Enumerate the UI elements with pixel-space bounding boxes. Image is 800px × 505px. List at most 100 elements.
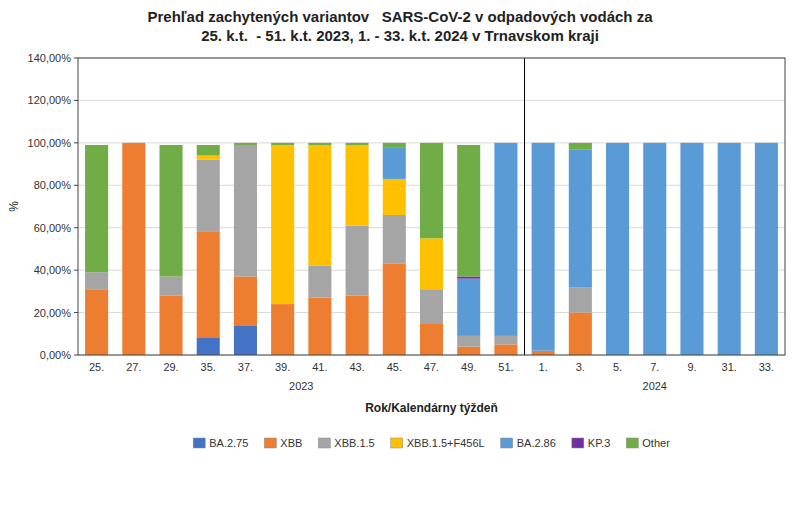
bar-segment	[383, 215, 406, 264]
bar-segment	[606, 143, 629, 355]
x-tick-label: 29.	[163, 361, 178, 373]
bar-segment	[234, 277, 257, 326]
bar-segment	[494, 143, 517, 336]
bar-segment	[643, 142, 666, 143]
legend-swatch	[501, 438, 513, 448]
chart: Prehľad zachytených variantov SARS-CoV-2…	[0, 0, 800, 505]
bar-segment	[308, 143, 331, 145]
legend-label: BA.2.86	[517, 437, 556, 449]
bar-segment	[606, 142, 629, 143]
bar-segment	[308, 298, 331, 355]
bar-segment	[346, 296, 369, 355]
bar-segment	[755, 143, 778, 355]
bar-segment	[457, 277, 480, 279]
legend: BA.2.75XBBXBB.1.5XBB.1.5+F456LBA.2.86KP.…	[193, 437, 670, 449]
x-tick-label: 45.	[387, 361, 402, 373]
bar-segment	[494, 336, 517, 344]
bar-segment	[494, 142, 517, 143]
legend-swatch	[391, 438, 403, 448]
legend-item: XBB.1.5	[318, 437, 374, 449]
x-tick-label: 9.	[687, 361, 696, 373]
y-tick	[74, 312, 78, 313]
bar-segment	[569, 143, 592, 149]
legend-item: BA.2.86	[501, 437, 556, 449]
bar-segment	[197, 232, 220, 338]
bar-segment	[532, 142, 555, 143]
x-tick-label: 5.	[613, 361, 622, 373]
bar-segment	[420, 323, 443, 355]
bar-segment	[420, 143, 443, 238]
bar-segment	[234, 325, 257, 355]
y-tick-label: 120,00%	[28, 94, 72, 106]
bar-segment	[718, 142, 741, 143]
bar-segment	[532, 143, 555, 351]
bar-segment	[643, 142, 666, 143]
bar-segment	[122, 142, 145, 143]
x-tick-label: 7.	[650, 361, 659, 373]
bar-segment	[159, 296, 182, 355]
legend-label: KP.3	[588, 437, 610, 449]
x-tick-label: 39.	[275, 361, 290, 373]
y-tick-label: 60,00%	[34, 222, 72, 234]
title: Prehľad zachytených variantov SARS-CoV-2…	[147, 8, 653, 44]
bar-segment	[308, 145, 331, 266]
bar-segment	[457, 279, 480, 336]
legend-item: BA.2.75	[193, 437, 248, 449]
bar-segment	[643, 143, 666, 355]
bar-segment	[271, 145, 294, 304]
bar-segment	[420, 289, 443, 323]
x-tick-label: 33.	[759, 361, 774, 373]
y-tick	[74, 100, 78, 101]
bar-segment	[718, 143, 741, 355]
bar-segment	[85, 289, 108, 355]
separator-line	[524, 58, 525, 355]
bar-segment	[569, 313, 592, 355]
x-tick-label: 41.	[312, 361, 327, 373]
bar-segment	[122, 142, 145, 143]
bar-segment	[122, 142, 145, 143]
bar-segment	[457, 347, 480, 355]
y-tick	[74, 142, 78, 143]
legend-item: KP.3	[572, 437, 610, 449]
bar-segment	[308, 266, 331, 298]
y-tick-label: 20,00%	[34, 307, 72, 319]
bar-segment	[159, 277, 182, 296]
x-tick-label: 51.	[498, 361, 513, 373]
bar-segment	[569, 287, 592, 312]
legend-label: Other	[642, 437, 670, 449]
group-label: 2024	[643, 380, 667, 392]
bar-segment	[457, 336, 480, 347]
x-tick-label: 1.	[539, 361, 548, 373]
bar-segment	[346, 145, 369, 226]
bar-segment	[718, 142, 741, 143]
bar-segment	[680, 143, 703, 355]
bar-segment	[346, 226, 369, 296]
x-tick-label: 3.	[576, 361, 585, 373]
legend-label: BA.2.75	[209, 437, 248, 449]
bar-segment	[234, 143, 257, 145]
y-tick-label: 140,00%	[28, 52, 72, 64]
bar-segment	[159, 145, 182, 277]
grid	[78, 58, 785, 355]
legend-swatch	[193, 438, 205, 448]
legend-swatch	[318, 438, 330, 448]
group-label: 2023	[289, 380, 313, 392]
y-tick-label: 40,00%	[34, 264, 72, 276]
bar-segment	[494, 142, 517, 143]
y-tick	[74, 355, 78, 356]
bar-segment	[122, 142, 145, 143]
bar-segment	[420, 238, 443, 289]
y-tick	[74, 185, 78, 186]
y-tick	[74, 58, 78, 59]
bar-segment	[532, 142, 555, 143]
x-tick-label: 35.	[201, 361, 216, 373]
bar-segment	[755, 142, 778, 143]
x-tick-label: 47.	[424, 361, 439, 373]
y-tick-label: 80,00%	[34, 179, 72, 191]
bar-segment	[346, 143, 369, 145]
bar-segment	[383, 143, 406, 147]
x-tick-label: 43.	[349, 361, 364, 373]
bar-segment	[457, 145, 480, 277]
x-axis-label: Rok/Kalendárny týždeň	[365, 401, 498, 415]
x-tick-label: 27.	[126, 361, 141, 373]
